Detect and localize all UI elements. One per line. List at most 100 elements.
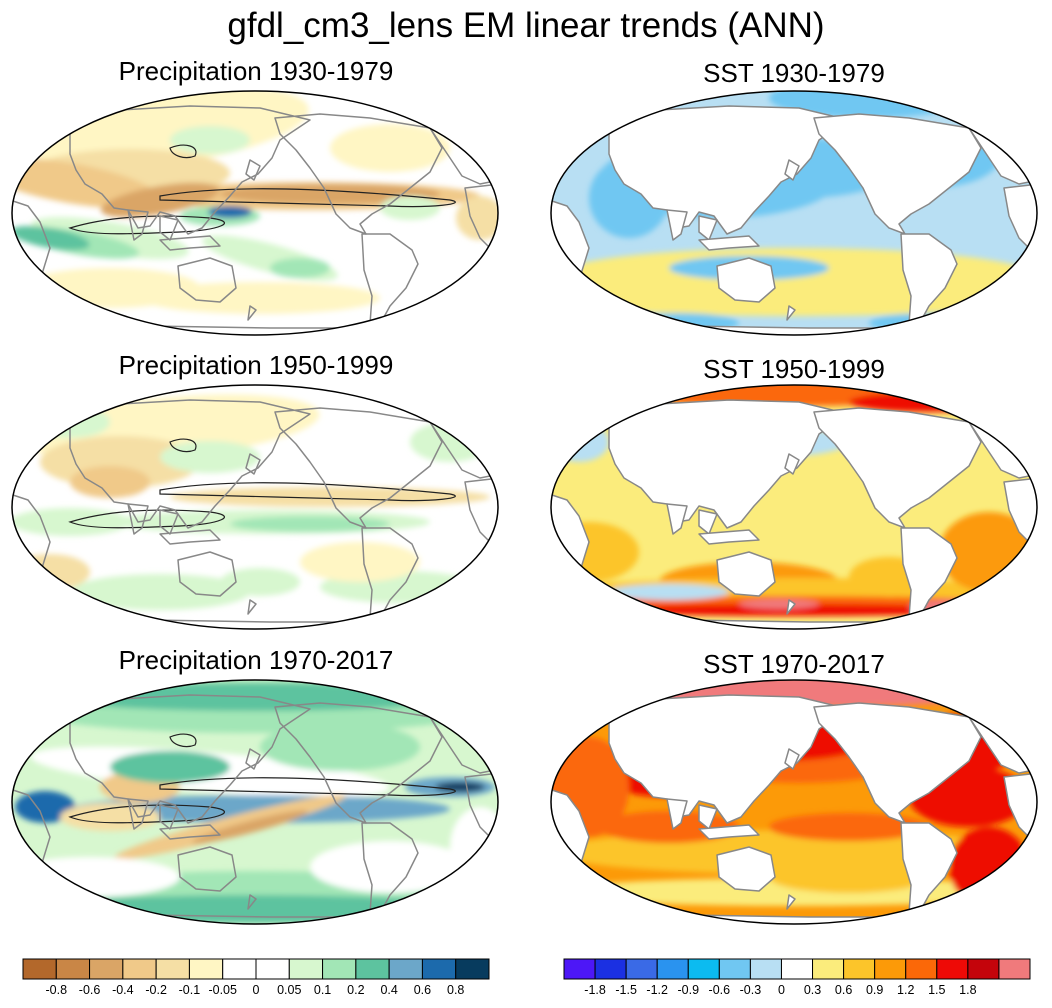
- map-border: [11, 384, 499, 630]
- colorbar-swatch: [255, 958, 290, 980]
- map-precip-1970: [10, 677, 500, 927]
- map-sst-1950: [549, 382, 1039, 632]
- trend-contour-region: [70, 574, 250, 610]
- trend-contour-region: [110, 751, 230, 783]
- coastline-india: [127, 798, 149, 830]
- colorbar-swatch: [936, 958, 969, 980]
- colorbar-swatch: [55, 958, 91, 980]
- coastline-australia: [716, 551, 776, 597]
- coastline-seasia: [159, 215, 179, 241]
- coastline-samerica: [900, 233, 958, 329]
- colorbar-swatch: [718, 958, 751, 980]
- colorbar-swatch: [563, 958, 596, 980]
- coastline-namerica: [274, 407, 443, 529]
- climatology-contour: [68, 509, 225, 529]
- colorbar-swatch: [89, 958, 124, 980]
- trend-contour-region: [170, 126, 250, 154]
- colorbar-swatch: [874, 958, 907, 980]
- coastline-indonesia: [159, 235, 221, 251]
- colorbar-swatch: [812, 958, 845, 980]
- coastline-asia: [69, 399, 311, 529]
- trend-contour-region: [869, 313, 989, 333]
- coastline-india: [666, 209, 688, 241]
- trend-contour-region: [456, 278, 498, 318]
- colorbar-swatch: [905, 958, 938, 980]
- colorbar-swatch: [455, 958, 490, 980]
- trend-contour-region: [435, 782, 485, 792]
- colorbar-swatch: [998, 958, 1031, 980]
- trend-contour-region: [60, 803, 160, 831]
- colorbar-swatch: [155, 958, 190, 980]
- panel-title-sst-1950: SST 1950-1999: [703, 354, 885, 384]
- coastline-asia: [69, 694, 311, 824]
- coastline-japan: [245, 159, 261, 181]
- panel-title-precip-1930: Precipitation 1930-1979: [118, 56, 394, 86]
- coastline-nzealand: [247, 599, 257, 615]
- coastline-greenland: [429, 103, 473, 129]
- trend-contour-region: [551, 422, 609, 462]
- map-sst-1930: [549, 88, 1039, 338]
- coastline-india: [127, 209, 149, 241]
- coastline-nzealand: [786, 894, 796, 910]
- climatology-contour: [169, 438, 197, 453]
- coastline-seasia: [159, 509, 179, 535]
- coastline-nzealand: [247, 305, 257, 321]
- colorbar-tick-label: -1.2: [646, 983, 668, 997]
- trend-contour-region: [410, 422, 490, 462]
- trend-contour-region: [220, 568, 300, 596]
- trend-contour-region: [300, 542, 420, 582]
- colorbar-tick-label: -0.6: [78, 983, 101, 997]
- colorbar-tick-label: -0.1: [178, 983, 201, 997]
- colorbar-tick-label: -0.4: [112, 983, 134, 997]
- trend-contour-region: [330, 124, 450, 172]
- map-border: [550, 90, 1038, 336]
- trend-contour-region: [594, 604, 994, 616]
- colorbar-swatch: [421, 958, 457, 980]
- trend-contour-region: [739, 599, 819, 609]
- colorbar-swatch: [22, 958, 57, 980]
- trend-contour-region: [270, 258, 330, 278]
- coastline-namerica: [274, 113, 443, 235]
- trend-contour-region: [230, 516, 390, 532]
- colorbar-tick-label: 0.05: [277, 983, 302, 997]
- trend-contour-region: [769, 813, 929, 841]
- colorbar-tick-label: 0: [252, 983, 260, 997]
- map-precip-1950: [10, 382, 500, 632]
- colorbar-tick-label: -0.6: [708, 983, 731, 997]
- panel-title-sst-1930: SST 1930-1979: [703, 58, 885, 88]
- coastline-seasia: [159, 804, 179, 830]
- colorbar-swatch: [355, 958, 390, 980]
- colorbar-tick-label: 1.2: [897, 983, 915, 997]
- colorbar-tick-label: 0.1: [313, 983, 332, 997]
- coastline-samerica: [361, 233, 419, 329]
- colorbar-tick-label: 0.9: [865, 983, 884, 997]
- coastline-greenland: [429, 692, 473, 718]
- coastline-india: [127, 503, 149, 535]
- panel-title-sst-1970: SST 1970-2017: [703, 649, 885, 679]
- colorbar-tick-label: -0.8: [45, 983, 68, 997]
- colorbar-swatch: [122, 958, 157, 980]
- map-border: [11, 90, 499, 336]
- coastline-greenland: [968, 692, 1012, 718]
- climatology-contour: [169, 733, 197, 748]
- colorbar-tick-label: -0.3: [739, 983, 762, 997]
- colorbar-canvas: [22, 958, 490, 980]
- trend-contour-region: [208, 206, 252, 218]
- colorbar-canvas: [563, 958, 1031, 980]
- map-canvas: [550, 90, 1038, 336]
- coastline-australia: [177, 846, 237, 892]
- coastline-indonesia: [698, 529, 760, 545]
- coastline-indonesia: [698, 235, 760, 251]
- coastline-japan: [245, 453, 261, 475]
- coastline-samerica: [361, 822, 419, 918]
- colorbar-tick-label: 0.2: [347, 983, 365, 997]
- coastline-japan: [784, 748, 800, 770]
- colorbar-tick-label: -1.5: [615, 983, 637, 997]
- coastline-namerica: [813, 113, 982, 235]
- colorbar-tick-label: 0.8: [447, 983, 465, 997]
- map-canvas: [550, 384, 1038, 630]
- climatology-contour: [159, 777, 456, 797]
- coastline-indonesia: [698, 824, 760, 840]
- precip-colorbar: [22, 958, 490, 985]
- colorbar-swatch: [222, 958, 257, 980]
